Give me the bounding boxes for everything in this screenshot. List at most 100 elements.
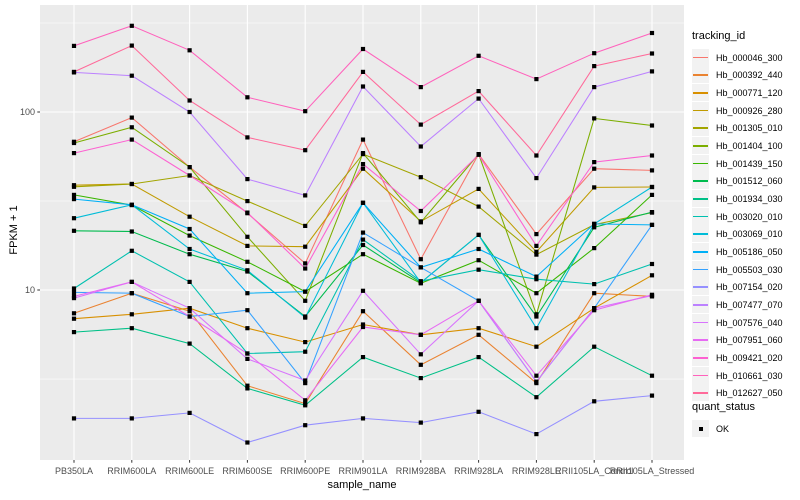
legend-key-line-icon [693,233,708,235]
legend-key-line-icon [693,321,708,324]
data-point [534,252,539,257]
data-point [360,46,366,52]
x-tick-label: RRII105LA_Stressed [610,466,695,476]
legend-key-box [692,84,709,102]
data-point [303,315,308,320]
data-point [592,116,597,121]
data-point [418,280,423,285]
data-point [303,398,308,403]
legend-key-line-icon [693,268,708,271]
data-point [476,409,481,414]
data-point [360,151,366,156]
y-tick-label: 10 [25,285,35,295]
data-point [534,344,539,349]
legend-key-line-icon [693,215,708,218]
legend-key-box [692,119,709,137]
legend-key-line-icon [693,286,708,288]
data-point [476,355,481,360]
data-point [534,326,539,331]
legend-label: Hb_010661_030 [716,370,783,381]
legend-key-box [692,296,709,314]
x-tick-label: RRII105LA_Control [555,466,633,476]
data-point [476,332,481,337]
data-point [187,279,192,284]
legend-label: Hb_007951_060 [716,335,783,346]
data-point [534,153,539,158]
data-point [129,181,134,187]
data-point [303,340,308,345]
data-point [245,135,250,140]
legend-key-line-icon [693,109,708,112]
data-point [129,291,134,296]
legend-key-box [692,278,709,296]
data-point [187,341,192,346]
data-point [649,393,655,398]
data-point [649,153,655,158]
legend-key-line-icon [693,92,708,94]
data-point [649,168,655,173]
legend-key-line-icon [693,198,708,200]
data-point [534,77,539,82]
data-point [476,258,481,263]
data-point [71,151,77,156]
data-point [360,322,366,327]
data-point [360,200,366,205]
data-point [71,140,77,146]
data-point [71,43,77,48]
x-axis-title: sample_name [327,479,397,491]
data-point [534,291,539,296]
data-point [303,266,308,271]
data-point [418,144,423,149]
legend-key-line-icon [693,339,708,341]
data-point [649,69,655,74]
data-point [592,282,597,287]
y-tick-label: 100 [20,107,35,117]
data-point [418,376,423,381]
legend-key-box [692,260,709,278]
data-point [592,308,597,313]
data-point [649,292,655,297]
legend-key-box [692,349,709,367]
data-point [534,249,539,254]
legend-label: Hb_005503_030 [716,264,783,275]
data-point [245,210,250,215]
data-point [476,96,481,101]
data-point [129,416,134,421]
data-point [129,125,134,130]
data-point [592,344,597,349]
data-point [360,252,366,257]
x-tick-label: RRIM928LA [454,466,503,476]
legend-key-line-icon [693,304,708,306]
data-point [71,192,77,197]
data-point [245,268,250,273]
data-point [303,378,308,383]
legend-key-box [692,190,709,208]
legend-key-box [692,225,709,243]
legend-label: Hb_012627_050 [716,388,783,399]
data-point [129,23,134,28]
data-point [360,355,366,360]
data-point [245,199,250,204]
data-point [592,64,597,69]
data-point [71,416,77,421]
data-point [187,214,192,219]
legend-title-quant-status: quant_status [692,401,755,413]
data-point [360,162,366,167]
data-point [303,223,308,228]
data-point [534,277,539,282]
data-point [303,403,308,408]
data-point [303,381,308,386]
legend-label: Hb_001305_010 [716,123,783,134]
data-point [418,85,423,90]
data-point [649,51,655,56]
data-point [476,298,481,303]
data-point [71,228,77,233]
data-point [303,261,308,266]
legend-key-line-icon [693,145,708,147]
data-point [129,137,134,142]
data-point [187,233,192,238]
legend-key-box [692,384,709,402]
legend-label: Hb_000392_440 [716,70,783,81]
data-point [360,230,366,235]
